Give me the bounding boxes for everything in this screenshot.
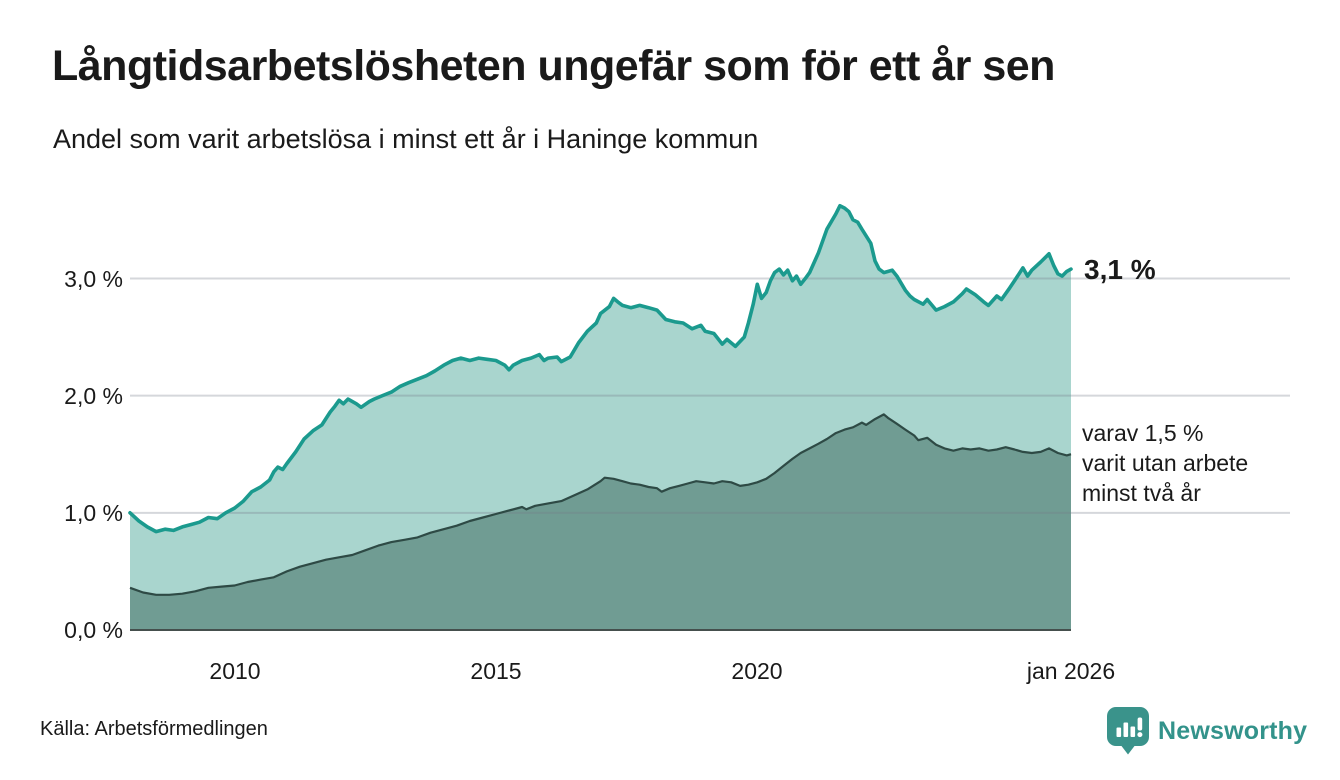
exclamation-icon xyxy=(1137,717,1143,731)
y-axis-tick-label: 1,0 % xyxy=(64,500,123,526)
series2-annotation-line: minst två år xyxy=(1082,480,1201,506)
x-axis-tick-label: 2010 xyxy=(209,658,261,684)
y-axis-tick-label: 2,0 % xyxy=(64,383,123,409)
bar-icon xyxy=(1116,727,1122,737)
y-axis-tick-label: 3,0 % xyxy=(64,266,123,292)
source-attribution: Källa: Arbetsförmedlingen xyxy=(40,718,268,740)
y-axis-tick-label: 0,0 % xyxy=(64,617,123,643)
x-axis-tick-label: jan 2026 xyxy=(1026,658,1116,684)
series2-annotation-line: varav 1,5 % xyxy=(1082,420,1204,446)
page-subtitle: Andel som varit arbetslösa i minst ett å… xyxy=(53,124,759,154)
series2-annotation: varav 1,5 % varit utan arbete minst två … xyxy=(1082,418,1248,508)
page-title: Långtidsarbetslösheten ungefär som för e… xyxy=(52,42,1055,90)
x-axis-tick-label: 2015 xyxy=(470,658,522,684)
series2-area xyxy=(130,414,1071,630)
bar-icon xyxy=(1123,722,1129,737)
newsworthy-logo[interactable]: Newsworthy xyxy=(1106,705,1307,757)
series1-line xyxy=(128,204,1073,534)
series2-annotation-line: varit utan arbete xyxy=(1082,450,1249,476)
series2-line xyxy=(129,413,1072,596)
exclamation-dot xyxy=(1137,732,1143,738)
newsworthy-wordmark: Newsworthy xyxy=(1158,716,1308,745)
x-axis-tick-label: 2020 xyxy=(731,658,783,684)
newsworthy-bubble-icon xyxy=(1107,707,1149,755)
series1-end-value-label: 3,1 % xyxy=(1084,254,1156,285)
bar-icon xyxy=(1130,726,1136,737)
